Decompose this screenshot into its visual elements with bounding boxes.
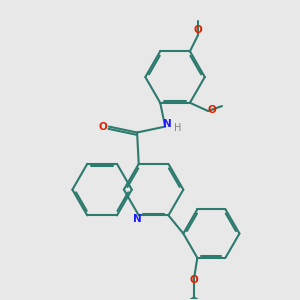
Text: O: O bbox=[99, 122, 107, 132]
Text: H: H bbox=[174, 123, 182, 133]
Text: O: O bbox=[194, 25, 203, 35]
Text: N: N bbox=[133, 214, 142, 224]
Text: O: O bbox=[208, 105, 216, 116]
Text: N: N bbox=[163, 119, 172, 129]
Text: O: O bbox=[190, 275, 198, 285]
